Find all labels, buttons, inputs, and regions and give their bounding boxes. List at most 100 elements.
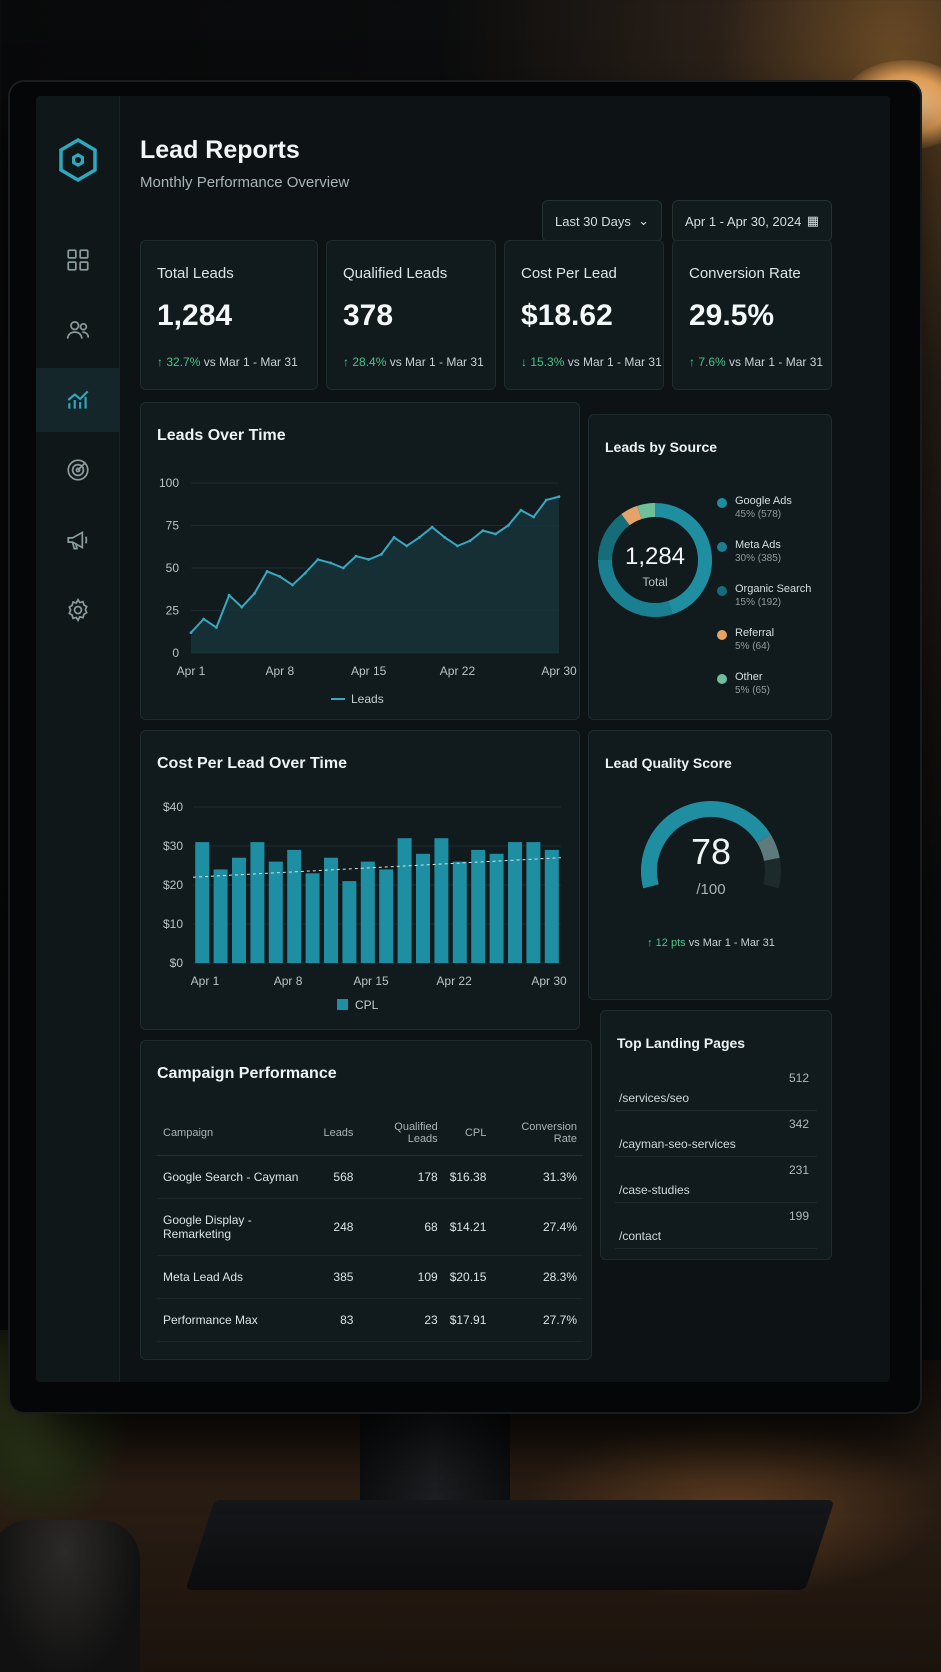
- table-cell: $20.15: [443, 1255, 493, 1299]
- column-header[interactable]: Qualified Leads: [359, 1111, 444, 1156]
- table-cell: 27.4%: [492, 1198, 583, 1256]
- kpi-compare: vs Mar 1 - Mar 31: [567, 355, 662, 369]
- leads-point: [481, 529, 485, 532]
- leads-point: [202, 617, 206, 621]
- leads-point: [456, 544, 459, 548]
- cpl-bar: [360, 861, 375, 963]
- landing-page-row[interactable]: /services/seo 512: [615, 1067, 817, 1111]
- cpl-bar: [544, 849, 559, 963]
- chart-title: Leads Over Time: [157, 427, 286, 444]
- date-range-picker[interactable]: Apr 1 - Apr 30, 2024 ▦: [672, 200, 832, 242]
- nav-campaigns[interactable]: [36, 508, 120, 572]
- leads-point: [494, 532, 497, 536]
- cpl-bar: [434, 838, 449, 963]
- leads-point: [227, 593, 231, 597]
- leads-line: [190, 495, 560, 634]
- table-cell: 28.3%: [492, 1255, 583, 1299]
- x-tick-label: Apr 30: [531, 974, 567, 988]
- table-header-row: Campaign Leads Qualified Leads CPL Conve…: [157, 1111, 583, 1156]
- chart-title: Cost Per Lead Over Time: [157, 755, 347, 772]
- landing-page-row[interactable]: /case-studies 231: [615, 1159, 817, 1203]
- y-tick-label: $10: [163, 917, 183, 931]
- table-row[interactable]: Performance Max 83 23 $17.91 27.7%: [157, 1298, 583, 1342]
- cpl-bar: [213, 869, 228, 963]
- table-row[interactable]: Meta Lead Ads 385 109 $20.15 28.3%: [157, 1255, 583, 1299]
- campaign-table: Campaign Leads Qualified Leads CPL Conve…: [157, 1111, 583, 1342]
- legend-label: Google Ads: [735, 495, 792, 507]
- column-header[interactable]: Conversion Rate: [492, 1111, 583, 1156]
- lead-quality-card: Lead Quality Score 78 /100 ↑ 12 pts vs M…: [588, 730, 832, 1000]
- x-tick-label: Apr 8: [274, 974, 303, 988]
- kpi-label: Qualified Leads: [343, 265, 448, 282]
- table-cell: 27.7%: [492, 1298, 583, 1342]
- quality-score: 78: [690, 831, 732, 872]
- campaign-table-body: Google Search - Cayman 568 178 $16.38 31.3% G…: [157, 1155, 583, 1342]
- source-legend-item: Referral 5% (64): [717, 627, 775, 652]
- leads-point: [291, 583, 294, 587]
- table-cell: 248: [317, 1198, 360, 1256]
- cpl-over-time-card: Cost Per Lead Over Time $0 $10 $20 $30 $40 Ap…: [140, 730, 580, 1030]
- table-row[interactable]: Google Display - Remarketing 248 68 $14.21 2…: [157, 1198, 583, 1256]
- quality-delta-value: 12 pts: [655, 937, 686, 949]
- table-cell: 568: [317, 1155, 360, 1199]
- landing-page-row[interactable]: /contact 199: [615, 1205, 817, 1249]
- logo-icon[interactable]: [56, 136, 100, 184]
- legend-label: Referral: [735, 627, 775, 639]
- landing-page-path: /case-studies: [619, 1183, 690, 1197]
- leads-point: [544, 498, 548, 502]
- landing-page-views: 512: [788, 1071, 809, 1085]
- megaphone-icon: [67, 530, 88, 550]
- cpl-bar: [471, 849, 486, 963]
- landing-page-views: 231: [788, 1163, 809, 1177]
- table-cell: 178: [359, 1155, 444, 1199]
- landing-page-path: /contact: [619, 1229, 662, 1243]
- cpl-bar: [526, 842, 541, 963]
- range-select[interactable]: Last 30 Days ⌄: [542, 200, 662, 242]
- donut-slice: [637, 503, 656, 520]
- landing-page-path: /services/seo: [619, 1091, 690, 1105]
- table-cell: Meta Lead Ads: [157, 1255, 318, 1299]
- chart-title: Leads by Source: [605, 439, 718, 455]
- leads-point: [392, 536, 396, 539]
- legend-swatch: [717, 674, 727, 684]
- column-header[interactable]: CPL: [443, 1111, 493, 1156]
- leads-point: [506, 524, 510, 527]
- table-cell: Google Display - Remarketing: [157, 1198, 318, 1256]
- quality-max: /100: [696, 881, 726, 898]
- landing-page-views: 199: [788, 1209, 809, 1223]
- donut-slice: [654, 503, 712, 615]
- nav-reports[interactable]: [36, 368, 120, 432]
- legend-detail: 5% (65): [735, 685, 771, 696]
- kpi-delta: ↑ 32.7% vs Mar 1 - Mar 31: [157, 355, 298, 369]
- kpi-value: $18.62: [521, 299, 613, 332]
- table-cell: $14.21: [443, 1198, 493, 1256]
- kpi-delta-value: 15.3%: [530, 355, 565, 369]
- kpi-value: 378: [343, 299, 394, 332]
- date-range-value: Apr 1 - Apr 30, 2024: [685, 213, 802, 229]
- cpl-bar: [268, 861, 283, 963]
- donut-slice: [621, 505, 642, 526]
- nav-settings[interactable]: [36, 578, 120, 642]
- cpl-bar: [232, 857, 246, 963]
- nav-dashboard[interactable]: [36, 228, 120, 292]
- column-header[interactable]: Leads: [317, 1111, 360, 1156]
- legend-label: Organic Search: [735, 583, 812, 595]
- y-tick-label: 50: [166, 561, 180, 575]
- nav-goals[interactable]: [36, 438, 120, 502]
- table-row[interactable]: Google Search - Cayman 568 178 $16.38 31.3%: [157, 1155, 583, 1199]
- table-cell: Performance Max: [157, 1298, 318, 1342]
- arrow-down-icon: ↓: [521, 355, 531, 369]
- sidebar: [36, 96, 120, 1382]
- column-header[interactable]: Campaign: [157, 1111, 318, 1156]
- nav-contacts[interactable]: [36, 298, 120, 362]
- kpi-label: Conversion Rate: [689, 265, 801, 282]
- cpl-bar: [305, 873, 320, 963]
- kpi-label: Total Leads: [157, 265, 234, 282]
- y-tick-label: 0: [172, 646, 179, 660]
- x-tick-label: Apr 15: [353, 974, 389, 988]
- chart-title: Lead Quality Score: [605, 755, 732, 771]
- cpl-bar-chart: $0 $10 $20 $30 $40 Apr 1 Apr 8 Apr 15 Apr 22 Apr …: [163, 800, 567, 1012]
- landing-page-row[interactable]: /cayman-seo-services 342: [615, 1113, 817, 1157]
- target-icon: [67, 459, 89, 481]
- leads-point: [265, 570, 269, 573]
